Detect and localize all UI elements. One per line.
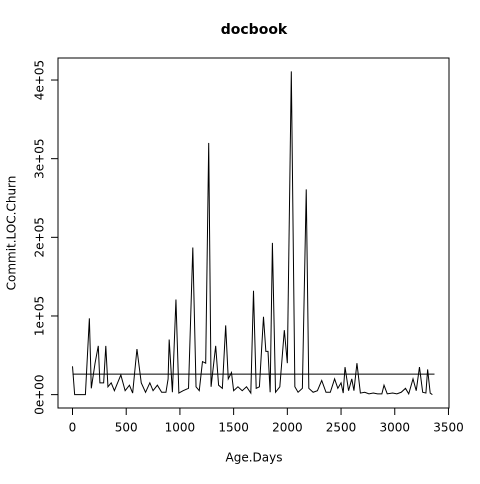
y-tick-label: 2e+05: [33, 217, 47, 257]
chart-title: docbook: [221, 22, 288, 38]
y-tick-label: 1e+05: [33, 296, 47, 336]
y-axis-label: Commit.LOC.Churn: [5, 176, 19, 291]
data-line: [72, 71, 433, 396]
y-tick-label: 4e+05: [33, 60, 47, 100]
x-tick-label: 0: [69, 421, 77, 435]
x-tick-label: 2500: [326, 421, 357, 435]
x-tick-label: 2000: [272, 421, 303, 435]
x-tick-label: 500: [115, 421, 138, 435]
x-tick-label: 1000: [165, 421, 196, 435]
x-tick-label: 3500: [433, 421, 464, 435]
y-tick-label: 3e+05: [33, 139, 47, 179]
x-axis-label: Age.Days: [226, 451, 283, 465]
y-tick-label: 0e+00: [33, 374, 47, 414]
plot-box: [57, 57, 450, 409]
x-tick-label: 3000: [379, 421, 410, 435]
x-tick-label: 1500: [218, 421, 249, 435]
